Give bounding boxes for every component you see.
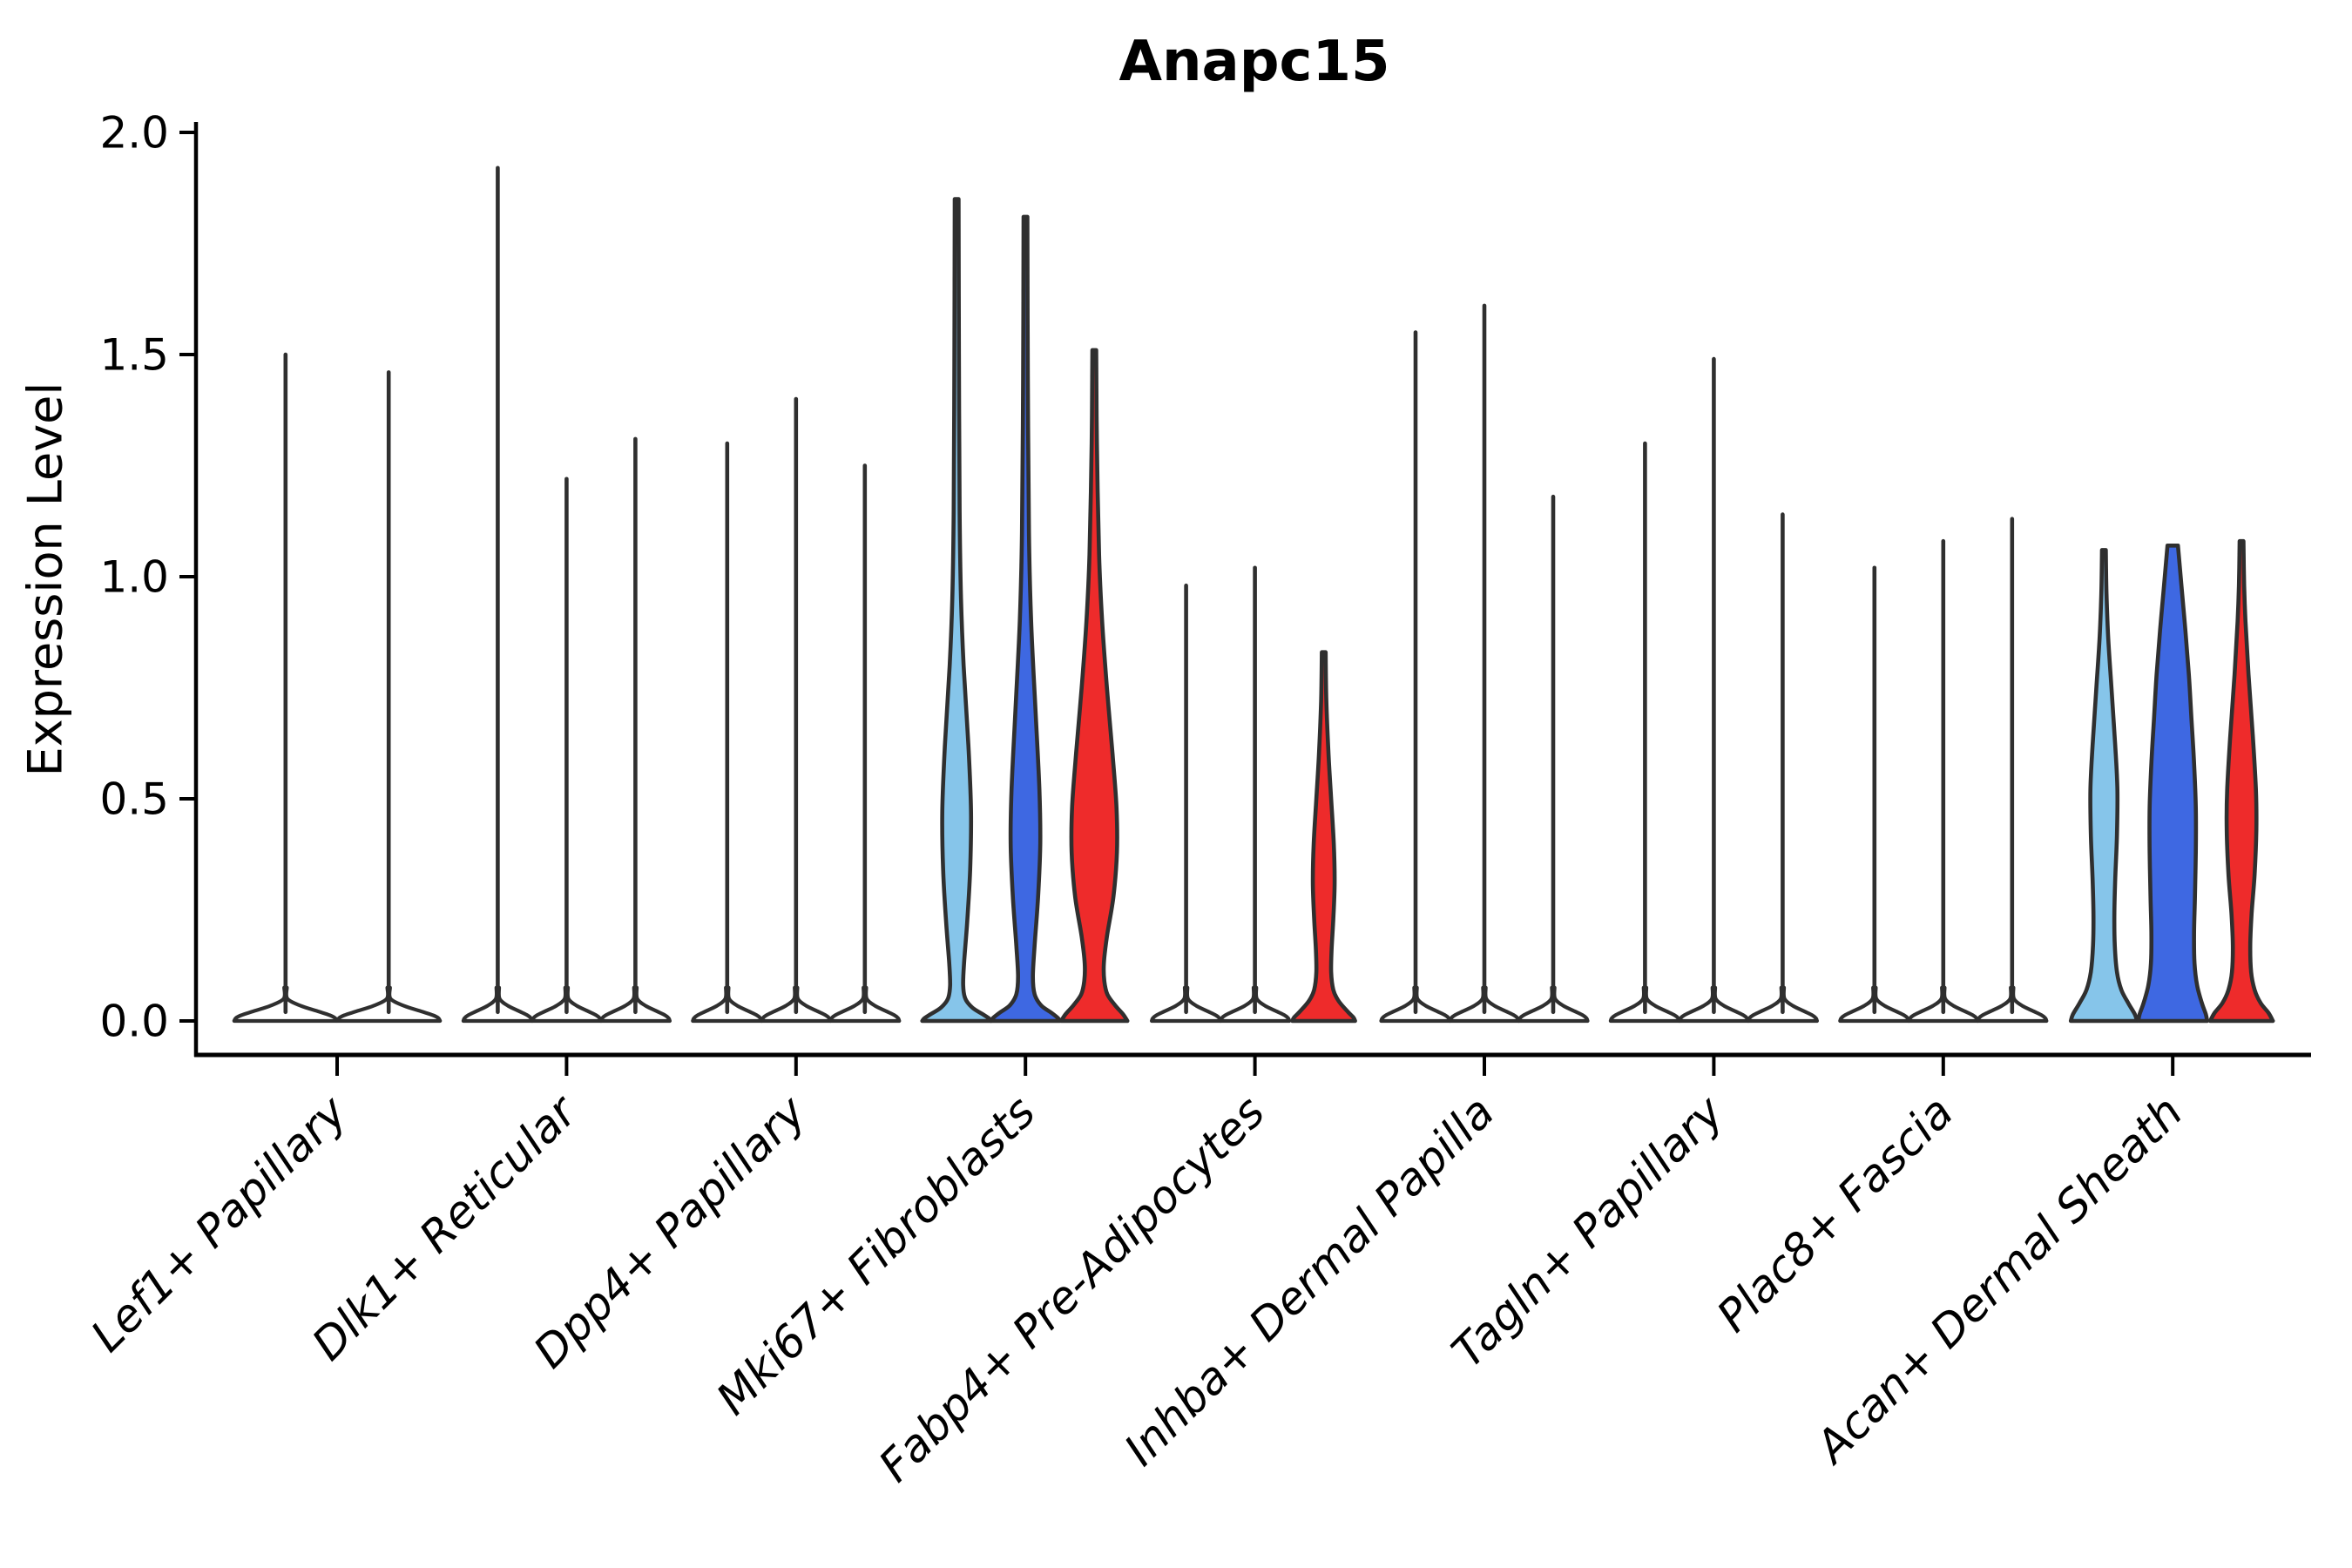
x-tick-label: Plac8+ Fascia — [1707, 1086, 1963, 1342]
y-tick-label: 1.0 — [99, 552, 169, 603]
x-tick-label: Inhba+ Dermal Papilla — [1115, 1086, 1504, 1476]
x-tick-label: Acan+ Dermal Sheath — [1805, 1086, 2193, 1474]
y-tick-label: 2.0 — [99, 108, 169, 159]
y-tick-label: 0.5 — [99, 774, 169, 825]
violin-body — [2068, 548, 2139, 1024]
violin-body — [2207, 538, 2275, 1024]
y-tick-label: 1.5 — [99, 330, 169, 381]
y-tick-label: 0.0 — [99, 997, 169, 1047]
violin-body — [2136, 544, 2209, 1024]
chart-title: Anapc15 — [1119, 30, 1390, 94]
violin-body — [1058, 348, 1130, 1024]
violin-body — [1290, 650, 1357, 1024]
x-tick-label: Fabp4+ Pre-Adipocytes — [869, 1086, 1275, 1492]
violin-body — [920, 197, 993, 1024]
violin-body — [989, 214, 1062, 1024]
